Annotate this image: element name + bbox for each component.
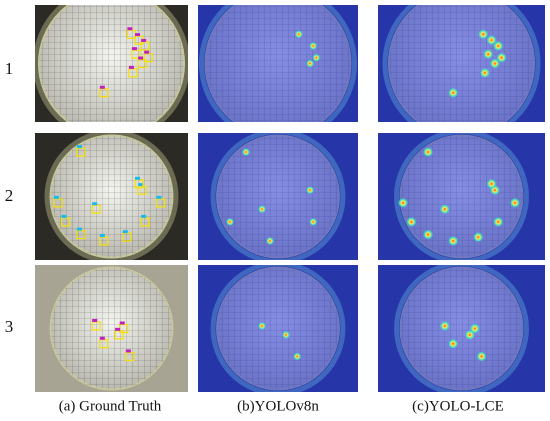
box-tag xyxy=(127,27,133,31)
box-tag xyxy=(115,327,121,331)
box-tag xyxy=(135,33,141,37)
heatmap-overlay xyxy=(198,5,358,122)
box-tag xyxy=(92,318,98,322)
box-tag xyxy=(125,349,131,353)
heat-spot xyxy=(306,59,314,68)
heat-spot xyxy=(486,35,497,46)
heatmap-ring xyxy=(198,5,358,122)
heat-spot xyxy=(439,320,450,331)
heat-spot xyxy=(309,217,318,226)
heatmap-overlay xyxy=(378,265,545,392)
box-tag xyxy=(138,183,144,187)
box-tag xyxy=(141,214,147,218)
heat-spot xyxy=(294,30,303,39)
heatmap-overlay xyxy=(198,265,358,392)
box-tag xyxy=(131,47,137,51)
heat-spot xyxy=(489,58,500,69)
plate-grid xyxy=(38,5,185,122)
box-tag xyxy=(61,214,67,218)
heat-spot xyxy=(509,197,520,208)
heat-spot xyxy=(439,204,450,215)
image-panel xyxy=(198,5,358,122)
heat-spot xyxy=(483,49,494,60)
image-panel xyxy=(378,133,545,260)
heat-spot xyxy=(398,197,409,208)
box-tag xyxy=(141,38,147,42)
heat-spot xyxy=(473,232,484,243)
heat-spot xyxy=(476,351,487,362)
heat-spot xyxy=(293,352,302,361)
heat-spot xyxy=(282,330,290,339)
image-panel xyxy=(35,5,188,122)
box-tag xyxy=(53,195,59,199)
box-tag xyxy=(76,227,82,231)
image-panel xyxy=(378,5,545,122)
panels xyxy=(35,5,545,392)
heat-spot xyxy=(258,321,266,330)
heat-spot xyxy=(448,87,459,98)
heat-spot xyxy=(486,178,497,189)
heatmap-ring xyxy=(210,265,346,392)
heat-spot xyxy=(493,40,504,51)
box-tag xyxy=(122,230,128,234)
heat-spot xyxy=(312,53,321,62)
heat-spot xyxy=(309,41,318,50)
plate-grid xyxy=(50,267,173,390)
box-tag xyxy=(138,56,144,60)
image-panel xyxy=(198,265,358,392)
box-tag xyxy=(128,65,134,69)
heat-spot xyxy=(266,236,274,245)
row-label: 2 xyxy=(5,186,14,205)
image-panel xyxy=(378,265,545,392)
box-tag xyxy=(119,321,125,325)
heat-spot xyxy=(478,29,489,40)
heat-spot xyxy=(242,148,250,157)
box-tag xyxy=(135,176,141,180)
row-label: 1 xyxy=(5,59,14,78)
caption: (b)YOLOv8n xyxy=(237,398,319,414)
heat-spot xyxy=(406,216,417,227)
row-label: 3 xyxy=(5,317,14,336)
box-tag xyxy=(99,85,105,89)
plate-grid xyxy=(50,135,173,258)
heat-spot xyxy=(423,147,434,158)
box-tag xyxy=(92,202,98,206)
heatmap-overlay xyxy=(198,133,358,260)
heat-spot xyxy=(423,229,434,240)
heat-spot xyxy=(258,205,266,214)
heatmap-overlay xyxy=(378,5,545,122)
caption: (a) Ground Truth xyxy=(59,398,162,414)
heatmap-ring xyxy=(394,265,529,392)
heat-spot xyxy=(464,329,475,340)
heat-spot xyxy=(479,67,490,78)
box-tag xyxy=(144,50,150,54)
heat-spot xyxy=(306,186,314,195)
caption: (c)YOLO-LCE xyxy=(412,398,504,414)
heat-spot xyxy=(448,338,459,349)
box-tag xyxy=(99,233,105,237)
image-panel xyxy=(35,133,188,260)
box-tag xyxy=(76,145,82,149)
heatmap-ring xyxy=(210,133,346,260)
heat-spot xyxy=(496,52,507,63)
heat-spot xyxy=(226,217,234,226)
heat-spot xyxy=(448,235,459,246)
box-tag xyxy=(99,336,105,340)
image-panel xyxy=(198,133,358,260)
image-panel xyxy=(35,265,188,392)
heatmap-overlay xyxy=(378,133,545,260)
box-tag xyxy=(156,195,162,199)
heat-spot xyxy=(493,216,504,227)
heatmap-ring xyxy=(382,5,541,122)
heatmap-ring xyxy=(394,133,529,260)
